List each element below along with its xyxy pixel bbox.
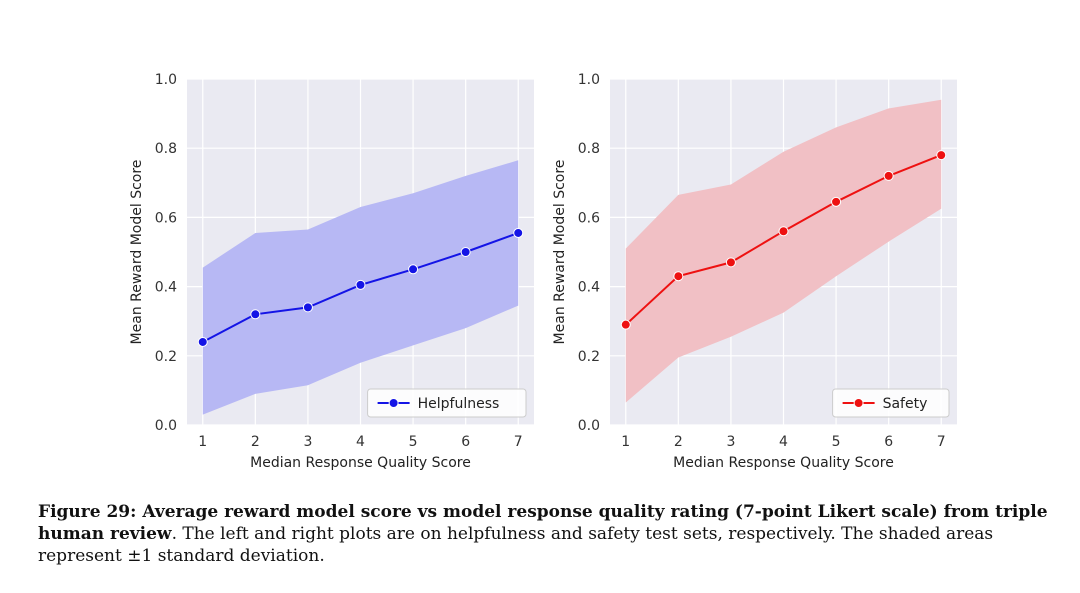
figure-caption: Figure 29: Average reward model score vs…	[38, 501, 1054, 567]
chart1-legend-label: Helpfulness	[418, 396, 500, 412]
caption-bold: Figure 29: Average reward model score vs…	[38, 502, 1048, 544]
chart1-y-tick-label: 1.0	[155, 72, 177, 88]
chart1-x-tick-label: 1	[198, 434, 207, 450]
chart2-x-tick-label: 7	[937, 434, 946, 450]
chart1-y-tick-label: 0.0	[155, 418, 177, 434]
chart2-x-tick-label: 4	[779, 434, 788, 450]
chart1-legend: Helpfulness	[367, 388, 527, 418]
chart2-x-tick-label: 1	[621, 434, 630, 450]
chart1-legend-marker	[388, 398, 399, 408]
chart1-y-tick-label: 0.8	[155, 141, 177, 157]
chart1-data-point	[197, 336, 208, 347]
helpfulness-plot: 0.0 0.2 0.4 0.6 0.8 1.0 1 2 3 4 5 6 7 Median Response…	[129, 72, 534, 471]
chart1-y-tick-label: 0.6	[155, 210, 177, 226]
chart1-y-tick-label: 0.2	[155, 349, 177, 365]
chart2-y-tick-label: 0.0	[578, 418, 600, 434]
chart1-data-point	[250, 309, 261, 320]
chart2-y-tick-label: 0.6	[578, 210, 600, 226]
chart2-y-tick-label: 0.2	[578, 349, 600, 365]
chart2-legend-marker	[853, 398, 864, 408]
chart1-x-tick-label: 2	[251, 434, 260, 450]
chart2-y-axis-label: Mean Reward Model Score	[552, 160, 568, 345]
chart2-y-tick-label: 0.4	[578, 280, 600, 296]
chart2-std-band	[625, 99, 942, 403]
chart1-x-axis-label: Median Response Quality Score	[250, 455, 471, 471]
chart2-y-tick-label: 1.0	[578, 72, 600, 88]
chart2-legend-box	[832, 388, 950, 418]
chart1-x-tick-label: 7	[514, 434, 523, 450]
chart2-legend-label: Safety	[883, 396, 928, 412]
chart1-data-point	[513, 227, 524, 238]
chart2-x-tick-label: 2	[674, 434, 683, 450]
chart1-x-tick-label: 5	[409, 434, 418, 450]
chart2-y-tick-label: 0.8	[578, 141, 600, 157]
chart1-data-point	[408, 264, 419, 275]
safety-plot: 0.0 0.2 0.4 0.6 0.8 1.0 1 2 3 4 5 6 7 Median Response…	[552, 72, 957, 471]
chart1-y-tick-label: 0.4	[155, 280, 177, 296]
chart2-data-point	[831, 196, 842, 207]
chart2-data-point	[883, 170, 894, 181]
caption-rest: . The left and right plots are on helpfu…	[38, 524, 994, 566]
chart2-data-point	[936, 150, 947, 161]
chart1-x-tick-label: 6	[461, 434, 470, 450]
chart2-data-point	[620, 319, 631, 330]
chart1-legend-box	[367, 388, 527, 418]
chart2-x-tick-label: 3	[726, 434, 735, 450]
chart1-x-tick-label: 4	[356, 434, 365, 450]
chart2-data-point	[673, 271, 684, 282]
chart2-data-point	[725, 257, 736, 268]
chart2-x-tick-label: 6	[884, 434, 893, 450]
chart1-y-axis-label: Mean Reward Model Score	[129, 160, 145, 345]
chart1-data-point	[355, 279, 366, 290]
chart1-data-point	[302, 302, 313, 313]
chart2-legend: Safety	[832, 388, 950, 418]
chart2-data-point	[778, 226, 789, 237]
chart1-x-tick-label: 3	[303, 434, 312, 450]
chart2-x-tick-label: 5	[832, 434, 841, 450]
chart1-data-point	[460, 247, 471, 257]
chart2-x-axis-label: Median Response Quality Score	[673, 455, 894, 471]
